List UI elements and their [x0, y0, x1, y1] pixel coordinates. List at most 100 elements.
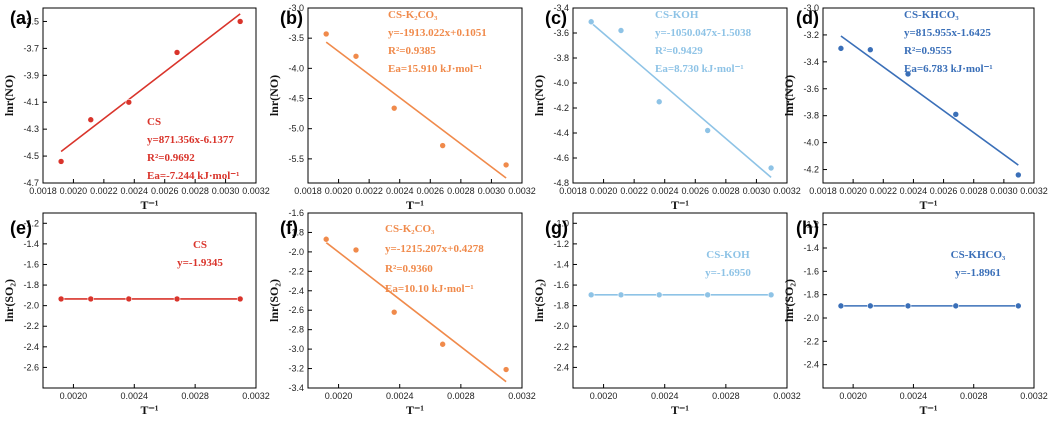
data-point [125, 295, 133, 303]
annotation-text: R²=0.9385 [388, 45, 436, 57]
annotation-text: R²=0.9360 [385, 263, 433, 275]
annotation-text: y=-1.6950 [705, 267, 751, 279]
x-axis-title: T⁻¹ [406, 403, 424, 417]
y-tick-label: -1.8 [23, 280, 39, 290]
panel-label: (g) [545, 218, 568, 238]
y-axis-title: lnr(SO₂) [782, 279, 796, 322]
panel-label: (f) [280, 218, 298, 238]
data-point [502, 161, 510, 169]
x-tick-label: 0.0022 [620, 186, 648, 196]
y-axis-title: lnr(SO₂) [2, 279, 16, 322]
x-tick-label: 0.0024 [386, 391, 414, 401]
y-tick-label: -3.2 [288, 364, 304, 374]
data-point [837, 45, 845, 52]
y-tick-label: -4.0 [803, 138, 819, 148]
x-tick-label: 0.0020 [590, 186, 618, 196]
y-axis-title: lnr(NO) [782, 75, 796, 116]
data-point [57, 158, 65, 165]
y-tick-label: -2.2 [803, 336, 819, 346]
annotation-text: y=-1913.022x+0.1051 [388, 27, 487, 39]
x-tick-label: 0.0032 [242, 391, 270, 401]
annotation-text: Ea=6.783 kJ·mol⁻¹ [904, 63, 993, 75]
y-tick-label: -1.2 [803, 220, 819, 230]
fit-line [590, 22, 772, 178]
annotation-text: Ea=15.910 kJ·mol⁻¹ [388, 63, 482, 75]
y-tick-label: -4.5 [288, 94, 304, 104]
x-axis-title: T⁻¹ [671, 403, 689, 417]
y-tick-label: -2.4 [553, 362, 569, 372]
data-point [767, 291, 775, 299]
annotation-text: CS-K₂CO₃ [385, 223, 435, 235]
y-axis-title: lnr(SO₂) [532, 279, 546, 322]
y-tick-label: -3.0 [803, 3, 819, 13]
y-tick-label: -4.1 [23, 97, 39, 107]
y-tick-label: -2.2 [553, 342, 569, 352]
x-tick-label: 0.0020 [839, 186, 867, 196]
y-tick-label: -3.4 [288, 383, 304, 393]
annotation-text: y=-1215.207x+0.4278 [385, 243, 484, 255]
x-tick-label: 0.0026 [930, 186, 958, 196]
annotation-text: Ea=10.10 kJ·mol⁻¹ [385, 283, 474, 295]
x-tick-label: 0.0018 [294, 186, 322, 196]
data-point [390, 104, 398, 112]
x-tick-label: 0.0028 [447, 186, 475, 196]
panel: 0.0018 0.0020 0.0022 0.0024 0.0026 0.0028 0.00… [782, 3, 1048, 212]
data-point [236, 295, 244, 303]
plot-frame [307, 7, 523, 184]
x-tick-label: 0.0032 [773, 186, 801, 196]
y-tick-label: -4.0 [553, 78, 569, 88]
y-tick-label: -2.0 [553, 321, 569, 331]
y-tick-label: -4.4 [553, 128, 569, 138]
y-tick-label: -3.4 [803, 57, 819, 67]
x-tick-label: 0.0022 [355, 186, 383, 196]
fit-line [325, 41, 507, 179]
data-point [390, 308, 398, 316]
x-tick-label: 0.0018 [559, 186, 587, 196]
y-tick-label: -3.0 [288, 3, 304, 13]
y-tick-label: -4.7 [23, 178, 39, 188]
data-point [952, 111, 960, 118]
plot-frame [42, 212, 257, 389]
y-tick-label: -2.8 [288, 325, 304, 335]
fit-line [325, 241, 507, 383]
y-tick-label: -1.8 [288, 227, 304, 237]
x-tick-label: 0.0030 [478, 186, 506, 196]
data-point [867, 46, 874, 54]
plot-frame [572, 212, 788, 389]
annotation-text: CS-KHCO₃ [951, 249, 1006, 261]
x-tick-label: 0.0024 [121, 186, 149, 196]
annotation-text: Ea=8.730 kJ·mol⁻¹ [655, 63, 744, 75]
y-tick-label: -2.6 [23, 362, 39, 372]
x-tick-label: 0.0032 [773, 391, 801, 401]
annotation-text: y=-1050.047x-1.5038 [655, 27, 752, 39]
y-tick-label: -1.0 [553, 218, 569, 228]
y-tick-label: -1.8 [553, 301, 569, 311]
y-axis-title: lnr(NO) [2, 75, 16, 116]
y-tick-label: -4.2 [553, 103, 569, 113]
x-tick-label: 0.0024 [900, 186, 928, 196]
plot-frame [307, 212, 523, 389]
x-tick-label: 0.0030 [212, 186, 240, 196]
panel: 0.0020 0.0024 0.0028 0.0032 -1.6 -1.8 -2.0 -2.2… [267, 208, 536, 417]
data-point [87, 116, 95, 124]
y-tick-label: -1.8 [803, 290, 819, 300]
plot-frame [822, 7, 1035, 184]
y-axis-title: lnr(NO) [532, 75, 546, 116]
annotation-text: R²=0.9429 [655, 45, 703, 57]
x-tick-label: 0.0028 [181, 391, 209, 401]
panel-label: (h) [796, 218, 819, 238]
y-tick-label: -3.2 [803, 30, 819, 40]
y-tick-label: -5.5 [288, 154, 304, 164]
annotation-text: R²=0.9692 [147, 152, 195, 164]
data-point [655, 291, 663, 299]
y-tick-label: -4.0 [288, 63, 304, 73]
x-tick-label: 0.0020 [839, 391, 867, 401]
data-point [904, 302, 912, 310]
y-tick-label: -1.2 [23, 218, 39, 228]
data-point [352, 52, 360, 60]
plot-frame [42, 7, 257, 184]
data-point [352, 246, 360, 254]
y-tick-label: -3.6 [803, 84, 819, 94]
y-tick-label: -2.6 [288, 305, 304, 315]
x-tick-label: 0.0026 [417, 186, 445, 196]
